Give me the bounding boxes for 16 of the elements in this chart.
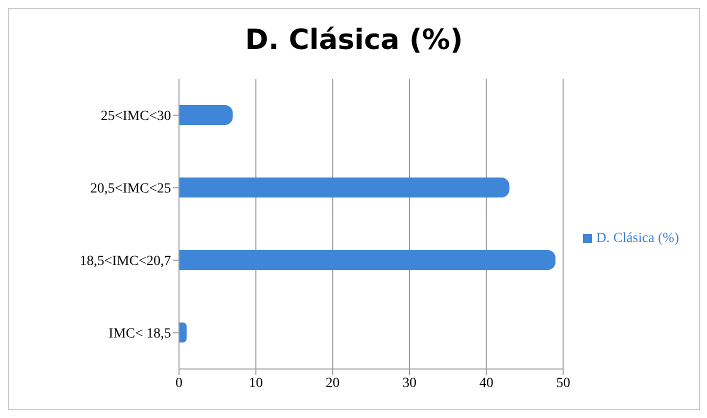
bar [179, 322, 187, 342]
y-tick-label: 20,5<IMC<25 [90, 182, 171, 197]
x-tick-label: 0 [176, 376, 182, 391]
x-tick-label: 30 [402, 376, 417, 391]
x-tick-label: 10 [248, 376, 263, 391]
bar [179, 105, 233, 125]
legend-label: D. Clásica (%) [596, 231, 679, 246]
x-tick-label: 50 [556, 376, 570, 391]
x-tick-label: 40 [479, 376, 494, 391]
chart-title: D. Clásica (%) [244, 22, 464, 58]
bar [179, 250, 556, 270]
y-tick-label: 18,5<IMC<20,7 [80, 254, 171, 270]
bar [179, 178, 510, 198]
y-tick-label: 25<IMC<30 [100, 109, 171, 124]
x-tick-label: 20 [326, 376, 340, 391]
y-tick-label: IMC< 18,5 [108, 326, 171, 342]
